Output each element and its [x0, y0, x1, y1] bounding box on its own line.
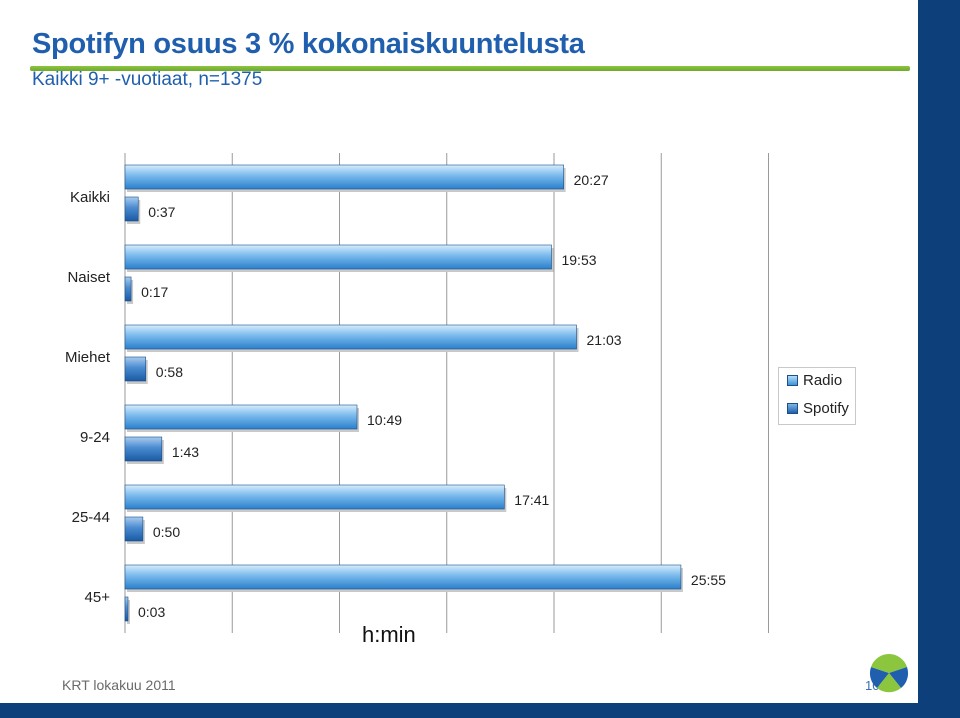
- data-label-radio-9-24: 10:49: [367, 412, 402, 428]
- footer-text: KRT lokakuu 2011: [62, 677, 176, 693]
- data-label-spotify-25-44: 0:50: [153, 524, 180, 540]
- legend-item-radio: Radio: [787, 371, 842, 389]
- data-label-radio-naiset: 19:53: [561, 252, 596, 268]
- legend-item-spotify: Spotify: [787, 399, 849, 417]
- category-label-25-44: 25-44: [72, 509, 110, 526]
- bar-radio-miehet: [124, 324, 577, 350]
- data-label-radio-miehet: 21:03: [587, 332, 622, 348]
- category-label-miehet: Miehet: [65, 349, 111, 366]
- slide-subtitle: Kaikki 9+ -vuotiaat, n=1375: [32, 69, 263, 90]
- data-label-spotify-miehet: 0:58: [156, 364, 183, 380]
- chart-legend: Radio Spotify: [778, 367, 856, 425]
- category-label-9-24: 9-24: [80, 429, 110, 446]
- bar-radio-9-24: [124, 404, 358, 430]
- data-label-spotify-naiset: 0:17: [141, 284, 168, 300]
- bar-radio-kaikki: [124, 164, 564, 190]
- bottom-decor-band: [0, 703, 960, 718]
- data-label-spotify-45-: 0:03: [138, 604, 165, 620]
- bar-spotify-miehet: [124, 356, 147, 382]
- bar-spotify-25-44: [124, 516, 144, 542]
- bar-spotify-45-: [124, 596, 129, 622]
- data-label-spotify-9-24: 1:43: [172, 444, 199, 460]
- category-label-45-: 45+: [85, 589, 111, 606]
- bar-radio-45-: [124, 564, 682, 590]
- legend-label-radio: Radio: [803, 371, 843, 389]
- chart-gridlines: [124, 153, 769, 633]
- bar-radio-naiset: [124, 244, 552, 270]
- title-underline: [30, 66, 910, 71]
- data-label-radio-25-44: 17:41: [514, 492, 549, 508]
- brand-logo: [869, 654, 909, 693]
- data-label-radio-45-: 25:55: [691, 572, 726, 588]
- bar-spotify-kaikki: [124, 196, 139, 222]
- category-label-naiset: Naiset: [67, 269, 110, 286]
- right-decor-stripe: [918, 0, 960, 718]
- data-label-spotify-kaikki: 0:37: [148, 204, 175, 220]
- data-label-radio-kaikki: 20:27: [574, 172, 609, 188]
- legend-label-spotify: Spotify: [803, 399, 849, 417]
- bar-spotify-naiset: [124, 276, 132, 302]
- chart-bars: [124, 164, 683, 624]
- chart-labels: Kaikki 20:27 0:37 Naiset 19:53 0:17 Miehet 21:0…: [65, 172, 726, 620]
- bar-shadow: [127, 600, 130, 624]
- bar-radio-25-44: [124, 484, 505, 510]
- legend-swatch-spotify: [787, 402, 798, 414]
- axis-unit-label: h:min: [362, 622, 416, 647]
- legend-swatch-radio: [787, 374, 798, 386]
- slide-title: Spotifyn osuus 3 % kokonaiskuuntelusta: [32, 28, 585, 60]
- category-label-kaikki: Kaikki: [70, 189, 110, 206]
- bar-spotify-9-24: [124, 436, 163, 462]
